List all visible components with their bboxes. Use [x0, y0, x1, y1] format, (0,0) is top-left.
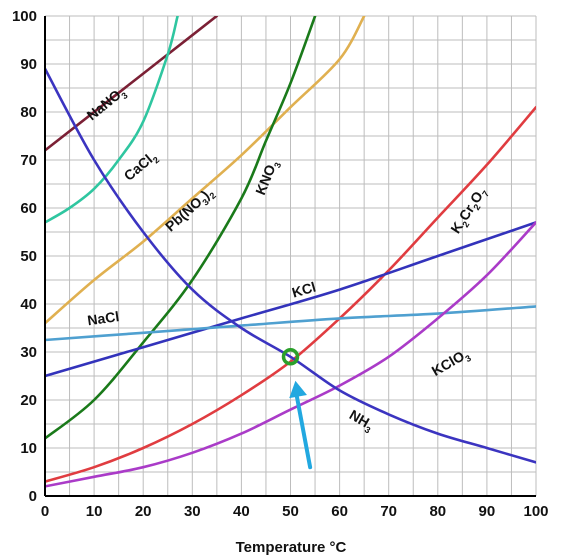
y-tick-label: 30 [20, 344, 37, 361]
y-tick-label: 0 [29, 488, 37, 505]
y-tick-label: 20 [20, 392, 37, 409]
x-tick-label: 50 [282, 503, 299, 520]
x-tick-label: 30 [184, 503, 201, 520]
y-tick-label: 10 [20, 440, 37, 457]
y-tick-label: 40 [20, 296, 37, 313]
x-tick-label: 20 [135, 503, 152, 520]
x-axis-title: Temperature °C [236, 539, 347, 556]
arrow-shaft [293, 386, 313, 470]
grid [44, 15, 537, 497]
highlight-marker [281, 348, 300, 366]
series-label-6: NaCl [86, 308, 120, 328]
series-line-3 [45, 16, 317, 440]
y-tick-labels: 0 10 20 30 40 50 60 70 80 90 100 [12, 8, 37, 505]
series-label-5: KCl [290, 279, 318, 301]
series-line-0 [45, 16, 219, 152]
x-tick-label: 0 [41, 503, 49, 520]
x-tick-label: 70 [380, 503, 397, 520]
series-line-8 [45, 67, 536, 464]
x-tick-labels: 0 10 20 30 40 50 60 70 80 90 100 [41, 503, 549, 520]
x-tick-label: 40 [233, 503, 250, 520]
y-tick-label: 100 [12, 8, 37, 25]
x-tick-label: 100 [523, 503, 548, 520]
y-tick-label: 50 [20, 248, 37, 265]
arrow-head [289, 380, 307, 399]
x-tick-label: 10 [86, 503, 103, 520]
annotations [281, 348, 313, 470]
x-tick-label: 60 [331, 503, 348, 520]
y-tick-label: 80 [20, 104, 37, 121]
x-tick-label: 90 [479, 503, 496, 520]
series-line-6 [45, 305, 536, 342]
axes [44, 16, 536, 497]
series-line-1 [45, 16, 179, 224]
y-tick-label: 60 [20, 200, 37, 217]
series-label-4: K2Cr2O7 [447, 184, 491, 238]
series-line-7 [45, 221, 536, 488]
y-tick-label: 70 [20, 152, 37, 169]
series-line-2 [45, 16, 366, 325]
y-tick-label: 90 [20, 56, 37, 73]
x-tick-label: 80 [429, 503, 446, 520]
series-line-5 [45, 221, 536, 378]
